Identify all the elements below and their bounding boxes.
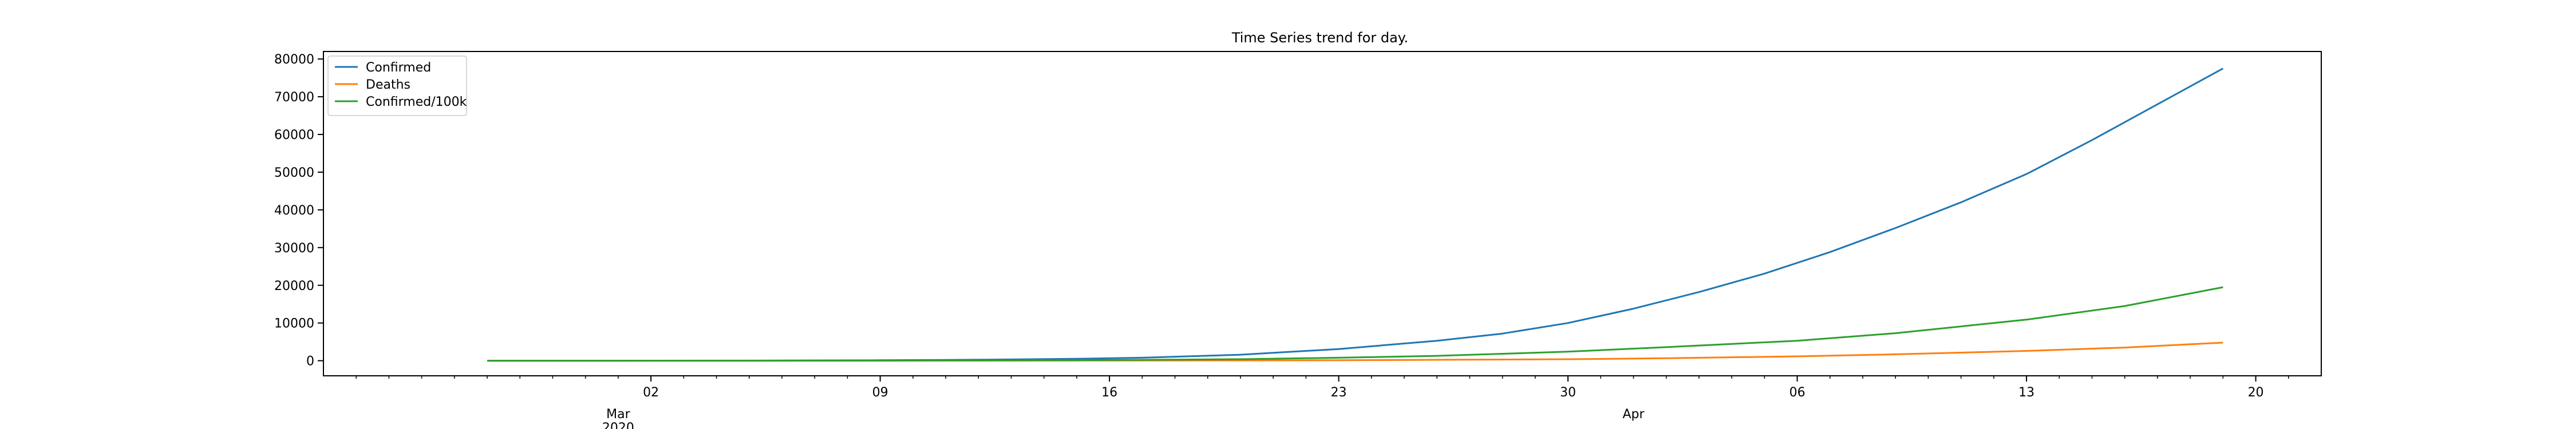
x-tick-label: 09 [872,386,888,400]
y-tick-label: 20000 [274,279,314,293]
x-tick-label: 02 [643,386,659,400]
y-tick-label: 80000 [274,53,314,67]
legend-box [327,55,467,116]
y-tick-label: 0 [306,355,314,369]
x-tick-label: 23 [1331,386,1347,400]
plot-frame [323,51,2322,376]
y-axis: 0 10000 20000 30000 40000 50000 60000 70000 8000… [274,53,323,369]
x-month-label: Apr [1622,407,1645,422]
x-tick-label: 16 [1101,386,1117,400]
x-tick-label: 20 [2248,386,2264,400]
legend-label: Confirmed [366,61,431,75]
series-layer [487,67,2224,362]
x-month-label: 2020 [602,421,634,429]
x-tick-label: 06 [1789,386,1805,400]
legend: Confirmed Deaths Confirmed/100k [327,55,467,116]
y-tick-label: 40000 [274,204,314,218]
legend-label: Deaths [366,78,410,92]
y-tick-label: 50000 [274,166,314,180]
x-tick-label: 30 [1560,386,1576,400]
series-line-2 [487,286,2223,362]
y-tick-label: 60000 [274,128,314,142]
y-tick-label: 10000 [274,317,314,331]
y-tick-label: 30000 [274,241,314,256]
x-tick-label: 13 [2018,386,2034,400]
y-tick-label: 70000 [274,90,314,105]
x-month-label: Mar [606,407,630,422]
chart-title: Time Series trend for day. [1231,30,1408,46]
legend-label: Confirmed/100k [366,95,467,109]
